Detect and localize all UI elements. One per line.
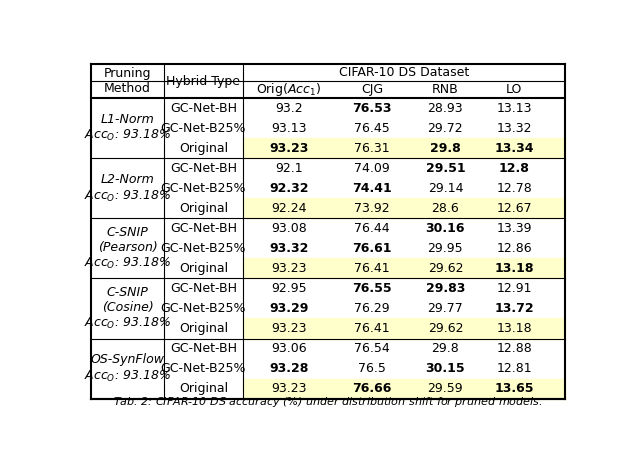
Text: 29.14: 29.14 <box>428 182 463 195</box>
Text: C-SNIP
(Pearson)
$Acc_O$: 93.18%: C-SNIP (Pearson) $Acc_O$: 93.18% <box>84 226 171 271</box>
Text: 76.61: 76.61 <box>352 242 392 255</box>
Text: GC-Net-BH: GC-Net-BH <box>170 342 237 355</box>
Text: 12.91: 12.91 <box>497 282 532 295</box>
Text: GC-Net-B25%: GC-Net-B25% <box>161 302 246 315</box>
Text: L2-Norm
$Acc_O$: 93.18%: L2-Norm $Acc_O$: 93.18% <box>84 173 171 204</box>
Text: 28.6: 28.6 <box>431 202 460 215</box>
Text: GC-Net-BH: GC-Net-BH <box>170 222 237 235</box>
Text: 29.51: 29.51 <box>426 162 465 175</box>
Text: 29.72: 29.72 <box>428 122 463 135</box>
Text: 76.55: 76.55 <box>352 282 392 295</box>
Bar <box>243 318 565 338</box>
Text: 29.59: 29.59 <box>428 382 463 395</box>
Text: 76.66: 76.66 <box>352 382 392 395</box>
Text: GC-Net-B25%: GC-Net-B25% <box>161 122 246 135</box>
Text: 76.31: 76.31 <box>354 142 390 155</box>
Text: 29.8: 29.8 <box>430 142 461 155</box>
Text: GC-Net-B25%: GC-Net-B25% <box>161 182 246 195</box>
Text: 29.83: 29.83 <box>426 282 465 295</box>
Text: 93.23: 93.23 <box>269 142 308 155</box>
Text: 30.16: 30.16 <box>426 222 465 235</box>
Text: 73.92: 73.92 <box>354 202 390 215</box>
Text: OS-SynFlow
$Acc_O$: 93.18%: OS-SynFlow $Acc_O$: 93.18% <box>84 353 171 384</box>
Text: 74.41: 74.41 <box>352 182 392 195</box>
Text: Original: Original <box>179 322 228 335</box>
Text: 13.18: 13.18 <box>495 262 534 275</box>
Text: 93.2: 93.2 <box>275 102 303 115</box>
Text: 13.32: 13.32 <box>497 122 532 135</box>
Text: 29.77: 29.77 <box>428 302 463 315</box>
Text: GC-Net-B25%: GC-Net-B25% <box>161 362 246 375</box>
Bar <box>243 259 565 279</box>
Text: GC-Net-B25%: GC-Net-B25% <box>161 242 246 255</box>
Text: 12.81: 12.81 <box>497 362 532 375</box>
Bar <box>243 378 565 398</box>
Text: Original: Original <box>179 262 228 275</box>
Text: 12.67: 12.67 <box>497 202 532 215</box>
Text: L1-Norm
$Acc_O$: 93.18%: L1-Norm $Acc_O$: 93.18% <box>84 113 171 144</box>
Text: 76.29: 76.29 <box>354 302 390 315</box>
Text: 93.28: 93.28 <box>269 362 308 375</box>
Text: 12.88: 12.88 <box>496 342 532 355</box>
Text: GC-Net-BH: GC-Net-BH <box>170 102 237 115</box>
Text: 93.32: 93.32 <box>269 242 308 255</box>
Text: 13.39: 13.39 <box>497 222 532 235</box>
Text: RNB: RNB <box>432 83 459 96</box>
Text: GC-Net-BH: GC-Net-BH <box>170 162 237 175</box>
Text: 76.45: 76.45 <box>354 122 390 135</box>
Text: 93.06: 93.06 <box>271 342 307 355</box>
Text: 93.29: 93.29 <box>269 302 308 315</box>
Text: C-SNIP
(Cosine)
$Acc_O$: 93.18%: C-SNIP (Cosine) $Acc_O$: 93.18% <box>84 286 171 331</box>
Text: 74.09: 74.09 <box>354 162 390 175</box>
Text: CIFAR-10 DS Dataset: CIFAR-10 DS Dataset <box>339 66 469 79</box>
Text: 30.15: 30.15 <box>426 362 465 375</box>
Text: Tab. 2: CIFAR-10 DS accuracy ($\%$) under distribution shift for pruned models.: Tab. 2: CIFAR-10 DS accuracy ($\%$) unde… <box>113 395 543 409</box>
Text: 29.8: 29.8 <box>431 342 460 355</box>
Text: 92.24: 92.24 <box>271 202 307 215</box>
Text: 13.65: 13.65 <box>495 382 534 395</box>
Text: 76.41: 76.41 <box>354 262 390 275</box>
Text: 12.86: 12.86 <box>497 242 532 255</box>
Text: Original: Original <box>179 382 228 395</box>
Text: 12.78: 12.78 <box>496 182 532 195</box>
Text: 76.5: 76.5 <box>358 362 386 375</box>
Text: LO: LO <box>506 83 522 96</box>
Text: 92.32: 92.32 <box>269 182 308 195</box>
Text: 29.95: 29.95 <box>428 242 463 255</box>
Text: 29.62: 29.62 <box>428 322 463 335</box>
Text: Original: Original <box>179 142 228 155</box>
Text: 93.23: 93.23 <box>271 382 307 395</box>
Text: 76.53: 76.53 <box>352 102 392 115</box>
Text: 93.23: 93.23 <box>271 322 307 335</box>
Text: 12.8: 12.8 <box>499 162 530 175</box>
Text: 13.72: 13.72 <box>494 302 534 315</box>
Text: 93.23: 93.23 <box>271 262 307 275</box>
Text: 93.13: 93.13 <box>271 122 307 135</box>
Text: Pruning
Method: Pruning Method <box>104 67 151 96</box>
Text: 13.18: 13.18 <box>497 322 532 335</box>
Text: 93.08: 93.08 <box>271 222 307 235</box>
Text: 92.1: 92.1 <box>275 162 303 175</box>
Text: 76.44: 76.44 <box>354 222 390 235</box>
Text: GC-Net-BH: GC-Net-BH <box>170 282 237 295</box>
Bar <box>243 138 565 158</box>
Text: 28.93: 28.93 <box>428 102 463 115</box>
Text: 92.95: 92.95 <box>271 282 307 295</box>
Bar <box>243 199 565 219</box>
Text: 29.62: 29.62 <box>428 262 463 275</box>
Text: Hybrid Type: Hybrid Type <box>166 75 241 88</box>
Text: 13.13: 13.13 <box>497 102 532 115</box>
Text: 76.41: 76.41 <box>354 322 390 335</box>
Text: Original: Original <box>179 202 228 215</box>
Text: 76.54: 76.54 <box>354 342 390 355</box>
Text: 13.34: 13.34 <box>495 142 534 155</box>
Text: Orig($Acc_1$): Orig($Acc_1$) <box>256 81 321 98</box>
Text: CJG: CJG <box>361 83 383 96</box>
